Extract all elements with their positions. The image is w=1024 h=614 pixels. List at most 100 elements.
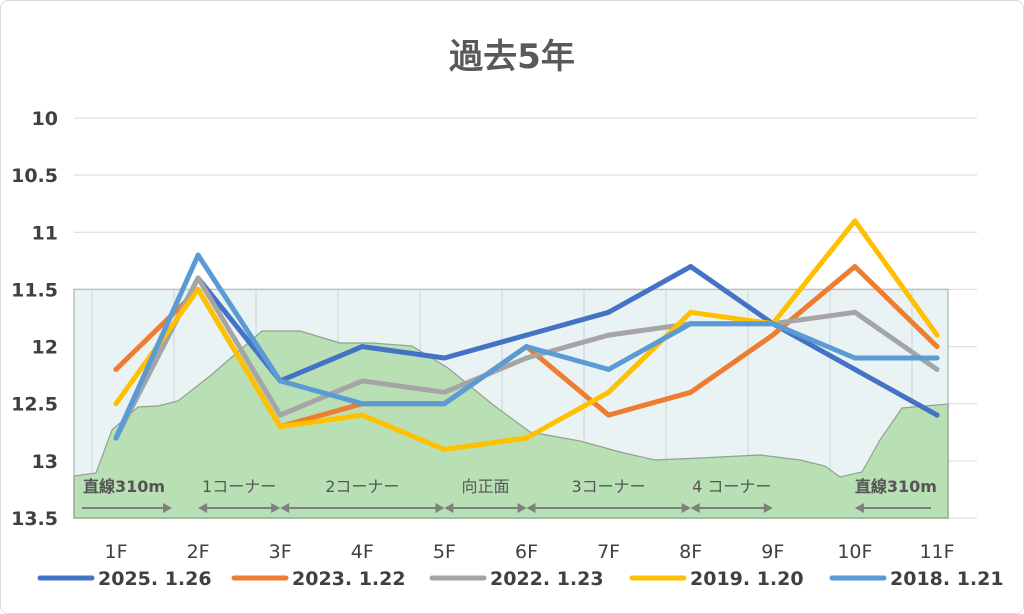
data-point — [524, 332, 529, 338]
legend-item: 2019. 1.20 — [629, 568, 804, 590]
course-panel: 直線310m 1コーナー 2コーナー 向正面 3コーナー 4 コーナー 直線310m — [73, 288, 949, 519]
course-section: 3コーナー — [526, 477, 691, 513]
x-axis: 1F 2F 3F 4F 5F 6F 7F 8F 9F 10F 11F — [104, 541, 954, 563]
data-point — [441, 355, 447, 361]
section-arrow-head-right — [163, 503, 172, 513]
data-point — [524, 355, 529, 361]
x-tick-label: 5F — [433, 541, 456, 563]
x-tick-label: 9F — [761, 541, 784, 563]
data-point — [359, 412, 365, 418]
section-label: 2コーナー — [325, 477, 399, 496]
y-tick-label: 12 — [32, 337, 58, 359]
section-label: 1コーナー — [202, 477, 276, 496]
section-arrow-head-left — [854, 503, 864, 513]
data-point — [441, 389, 447, 395]
course-section: 直線310m — [82, 477, 172, 513]
course-section: 向正面 — [444, 477, 527, 513]
data-point — [606, 389, 612, 395]
data-point — [688, 321, 694, 327]
x-tick-label: 10F — [837, 541, 872, 563]
data-point — [934, 366, 940, 372]
data-point — [934, 332, 940, 338]
course-section: 4 コーナー — [690, 477, 773, 513]
data-point — [688, 309, 694, 315]
data-point — [852, 366, 858, 372]
data-point — [770, 332, 776, 338]
y-axis: 10 10.5 11 11.5 12 12.5 13 13.5 — [11, 108, 58, 530]
data-point — [113, 366, 119, 372]
data-point — [852, 309, 858, 315]
data-point — [852, 355, 858, 361]
y-tick-label: 13 — [32, 451, 58, 473]
section-label: 3コーナー — [572, 477, 646, 496]
data-point — [441, 401, 447, 407]
data-point — [277, 412, 283, 418]
data-point — [606, 412, 612, 418]
x-tick-label: 11F — [919, 541, 954, 563]
data-point — [852, 218, 858, 224]
section-arrow-head-left — [198, 503, 208, 513]
data-point — [934, 412, 940, 418]
data-point — [359, 401, 365, 407]
x-tick-label: 1F — [104, 541, 127, 563]
legend-label: 2022. 1.23 — [490, 568, 604, 590]
legend-label: 2023. 1.22 — [292, 568, 406, 590]
y-tick-label: 10 — [32, 108, 58, 130]
section-arrow-head-right — [681, 503, 691, 513]
legend-label: 2018. 1.21 — [890, 568, 1004, 590]
section-arrow-head-right — [763, 503, 773, 513]
legend-item: 2018. 1.21 — [829, 568, 1004, 590]
data-point — [934, 344, 940, 350]
data-point — [113, 401, 119, 407]
legend: 2025. 1.26 2023. 1.22 2022. 1.23 2019. 1.20… — [37, 568, 1004, 590]
x-tick-label: 3F — [269, 541, 292, 563]
course-section: 2コーナー — [280, 477, 445, 513]
course-section: 直線310m — [854, 477, 937, 513]
chart-title: 過去5年 — [449, 37, 575, 77]
data-point — [195, 252, 201, 258]
y-tick-label: 11.5 — [11, 279, 58, 301]
x-tick-label: 4F — [351, 541, 374, 563]
data-point — [277, 424, 283, 430]
data-point — [688, 389, 694, 395]
section-arrow-head-right — [517, 503, 527, 513]
data-point — [770, 321, 776, 327]
y-tick-label: 12.5 — [11, 394, 58, 416]
section-arrow-head-right — [435, 503, 445, 513]
section-arrow-head-right — [271, 503, 281, 513]
x-tick-label: 6F — [515, 541, 538, 563]
data-point — [934, 355, 940, 361]
section-label: 直線310m — [83, 477, 165, 496]
data-point — [441, 446, 447, 452]
section-arrow-head-left — [280, 503, 290, 513]
data-point — [195, 275, 201, 281]
section-arrow-head-left — [444, 503, 454, 513]
legend-item: 2022. 1.23 — [429, 568, 604, 590]
data-point — [524, 344, 529, 350]
section-arrow-head-left — [690, 503, 700, 513]
data-point — [606, 366, 612, 372]
section-label: 4 コーナー — [692, 477, 771, 496]
x-tick-label: 8F — [679, 541, 702, 563]
y-tick-label: 11 — [32, 222, 58, 244]
data-point — [277, 378, 283, 384]
data-point — [195, 286, 201, 292]
y-tick-label: 10.5 — [11, 165, 58, 187]
data-point — [113, 435, 119, 441]
legend-label: 2019. 1.20 — [690, 568, 804, 590]
data-point — [359, 344, 365, 350]
x-tick-label: 7F — [597, 541, 620, 563]
legend-item: 2025. 1.26 — [37, 568, 212, 590]
section-arrow-head-left — [526, 503, 536, 513]
data-point — [606, 309, 612, 315]
y-tick-label: 13.5 — [11, 508, 58, 530]
data-point — [359, 378, 365, 384]
data-point — [524, 435, 529, 441]
data-point — [852, 264, 858, 270]
legend-item: 2023. 1.22 — [231, 568, 406, 590]
data-point — [606, 332, 612, 338]
section-label: 向正面 — [461, 477, 509, 496]
course-section: 1コーナー — [198, 477, 281, 513]
legend-label: 2025. 1.26 — [98, 568, 212, 590]
